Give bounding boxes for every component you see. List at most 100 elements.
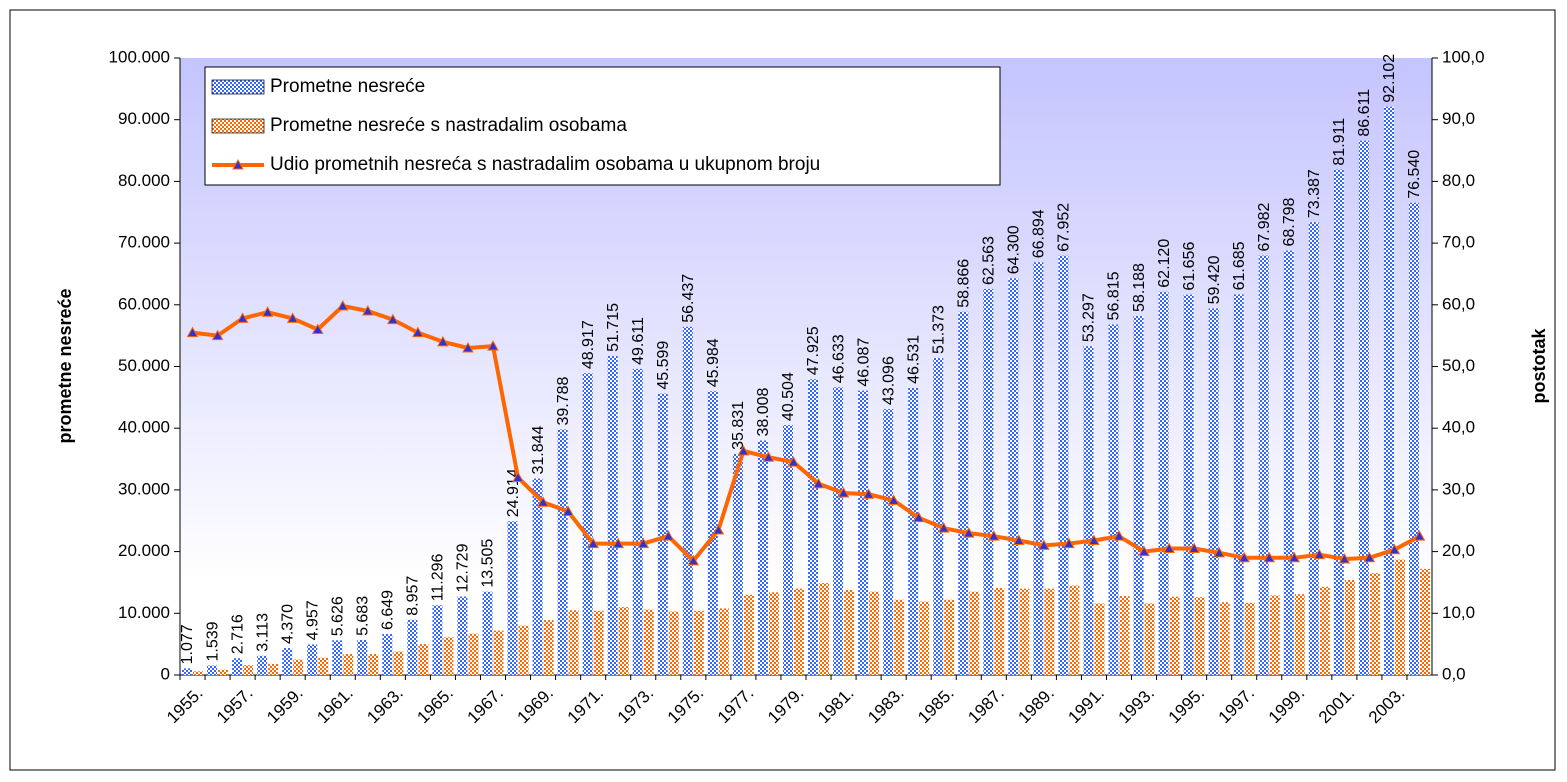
bar: [1044, 588, 1055, 675]
bar: [632, 368, 643, 675]
value-label: 51.715: [605, 303, 622, 352]
bar: [782, 425, 793, 675]
y2-tick-label: 50,0: [1442, 356, 1475, 375]
value-label: 39.788: [555, 376, 572, 425]
legend-box: [204, 66, 1001, 186]
marker: [987, 530, 1000, 541]
bar: [969, 591, 980, 675]
value-label: 58.188: [1131, 263, 1148, 312]
bar: [1208, 308, 1219, 675]
bar: [983, 288, 994, 675]
marker: [261, 306, 274, 317]
value-label: 59.420: [1206, 255, 1223, 304]
y-tick-label: 80.000: [118, 171, 170, 190]
value-label: 86.611: [1356, 89, 1373, 137]
value-label: 46.633: [830, 334, 847, 383]
bar: [682, 326, 693, 675]
value-label: 81.911: [1331, 118, 1348, 166]
value-label: 62.120: [1156, 239, 1173, 288]
bar: [618, 607, 629, 675]
bar: [293, 659, 304, 675]
y-tick-label: 0: [161, 664, 170, 683]
y2-tick-label: 90,0: [1442, 109, 1475, 128]
marker: [361, 304, 374, 316]
marker: [462, 341, 474, 353]
legend-marker: [232, 158, 244, 170]
value-label: 67.952: [1056, 203, 1073, 252]
bar: [357, 639, 368, 675]
bar: [1058, 255, 1069, 676]
bar: [944, 599, 955, 675]
marker: [1238, 551, 1251, 563]
marker: [562, 505, 574, 516]
marker: [687, 554, 700, 566]
bar: [268, 663, 279, 675]
bar: [1033, 262, 1044, 675]
bar: [507, 521, 518, 675]
marker: [762, 451, 775, 462]
bar: [1194, 597, 1205, 675]
y-tick-label: 10.000: [118, 603, 170, 622]
marker: [1012, 534, 1025, 545]
marker: [1288, 551, 1301, 563]
legend-label: Prometne nesreće: [270, 76, 425, 97]
bar: [1094, 603, 1105, 675]
marker: [236, 312, 249, 323]
marker: [837, 486, 850, 498]
bar: [1233, 294, 1244, 675]
bar: [582, 373, 593, 675]
marker: [637, 537, 650, 549]
value-label: 51.373: [930, 305, 947, 354]
marker: [1313, 548, 1326, 560]
bar: [257, 655, 268, 675]
y-tick-label: 20.000: [118, 541, 170, 560]
bar: [1344, 579, 1355, 675]
y-tick-label: 60.000: [118, 294, 170, 313]
value-label: 67.982: [1256, 203, 1273, 252]
marker: [787, 456, 800, 467]
marker: [211, 329, 224, 341]
bar: [743, 594, 754, 675]
value-label: 1.539: [204, 621, 221, 661]
bar: [418, 644, 429, 675]
value-label: 11.296: [430, 553, 447, 601]
bar: [1119, 596, 1130, 675]
y2-tick-label: 60,0: [1442, 294, 1475, 313]
bar: [343, 654, 354, 675]
value-label: 66.894: [1031, 209, 1048, 258]
bar: [1319, 586, 1330, 675]
value-label: 38.008: [755, 387, 772, 436]
bar: [1108, 324, 1119, 675]
bar: [307, 644, 318, 675]
bar: [668, 611, 679, 675]
y-tick-label: 70.000: [118, 233, 170, 252]
value-label: 45.599: [655, 341, 672, 390]
value-label: 31.844: [530, 425, 547, 474]
bar: [793, 588, 804, 675]
marker: [1063, 537, 1075, 549]
y2-tick-label: 10,0: [1442, 603, 1475, 622]
marker: [1138, 545, 1150, 557]
value-label: 47.925: [805, 326, 822, 375]
bar: [318, 657, 329, 675]
bar: [482, 591, 493, 675]
bar: [1383, 106, 1394, 676]
bar: [1169, 596, 1180, 675]
value-label: 56.437: [680, 274, 697, 323]
bar: [1333, 169, 1344, 675]
marker: [1188, 542, 1200, 554]
bar: [593, 610, 604, 675]
bar: [757, 440, 768, 675]
marker: [1363, 551, 1376, 563]
marker: [937, 522, 950, 533]
bar: [393, 651, 404, 675]
bar: [432, 605, 443, 675]
marker: [912, 511, 925, 523]
marker: [862, 488, 875, 499]
value-label: 49.611: [630, 317, 647, 365]
marker: [537, 496, 549, 507]
y-tick-label: 40.000: [118, 418, 170, 437]
y2-tick-label: 0,0: [1442, 664, 1466, 683]
